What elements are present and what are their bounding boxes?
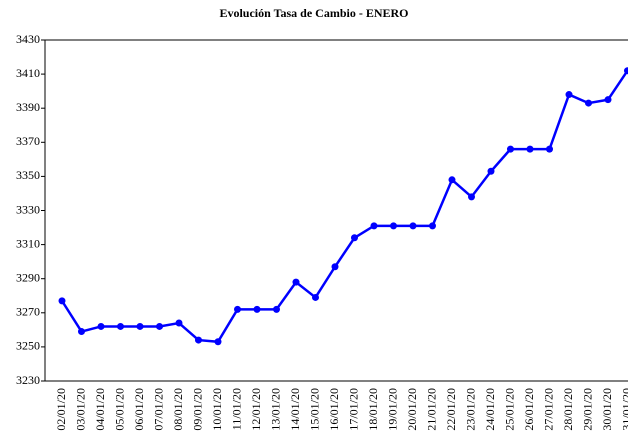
y-tick-label: 3270 [16,305,40,319]
point [312,293,319,301]
x-tick-label: 05/01/20 [112,388,126,431]
point [448,176,456,184]
chart-title: Evolución Tasa de Cambio - ENERO [219,6,408,20]
x-tick-label: 02/01/20 [54,388,68,431]
point [390,222,397,230]
point [234,305,241,313]
point [97,322,105,330]
x-tick-label: 15/01/20 [307,388,321,431]
x-tick-label: 20/01/20 [405,388,419,431]
point [604,96,612,104]
point [507,145,514,153]
y-tick-label: 3390 [16,100,40,114]
point [585,99,592,107]
x-tick-label: 06/01/20 [132,388,146,431]
y-tick-label: 3250 [16,339,40,353]
point [624,67,628,75]
plot-area [44,39,628,382]
point [429,222,436,230]
point [487,167,495,175]
point [409,222,417,230]
y-tick-label: 3430 [16,32,40,46]
y-tick-label: 3410 [16,66,40,80]
point [175,319,183,327]
y-tick-label: 3310 [16,236,40,250]
point [546,145,553,153]
series-line [60,69,628,344]
x-tick-label: 13/01/20 [268,388,282,431]
x-tick-label: 04/01/20 [93,388,107,431]
point [370,222,378,230]
x-tick-label: 10/01/20 [210,388,224,431]
x-tick-label: 23/01/20 [463,388,477,431]
x-tick-label: 07/01/20 [151,388,165,431]
y-tick-label: 3230 [16,373,40,387]
point [253,305,261,313]
x-tick-label: 27/01/20 [541,388,555,431]
point [565,91,573,99]
y-tick-label: 3350 [16,168,40,182]
point [78,328,85,336]
point [351,234,358,242]
x-tick-label: 17/01/20 [346,388,360,431]
x-tick-label: 25/01/20 [502,388,516,431]
point [526,145,534,153]
y-tick-label: 3290 [16,270,40,284]
x-tick-label: 22/01/20 [444,388,458,431]
x-tick-label: 19/01/20 [385,388,399,431]
y-tick-label: 3330 [16,202,40,216]
x-tick-label: 12/01/20 [249,388,263,431]
x-tick-label: 14/01/20 [288,388,302,431]
x-tick-label: 24/01/20 [483,388,497,431]
point [292,278,300,286]
x-tick-label: 30/01/20 [600,388,614,431]
point [331,263,339,271]
point [117,322,124,330]
point [136,322,144,330]
point [214,338,222,346]
x-tick-label: 29/01/20 [580,388,594,431]
point [195,336,202,344]
x-tick-label: 08/01/20 [171,388,185,431]
point [468,193,475,201]
point [156,322,163,330]
x-tick-label: 11/01/20 [229,388,243,430]
y-tick-label: 3370 [16,134,40,148]
x-tick-label: 16/01/20 [327,388,341,431]
x-tick-label: 18/01/20 [366,388,380,431]
x-tick-label: 28/01/20 [561,388,575,431]
x-tick-label: 03/01/20 [73,388,87,431]
point [58,297,66,305]
x-tick-label: 09/01/20 [190,388,204,431]
x-tick-label: 26/01/20 [522,388,536,431]
x-tick-label: 31/01/20 [619,388,628,431]
point [273,305,280,313]
x-tick-label: 21/01/20 [424,388,438,431]
